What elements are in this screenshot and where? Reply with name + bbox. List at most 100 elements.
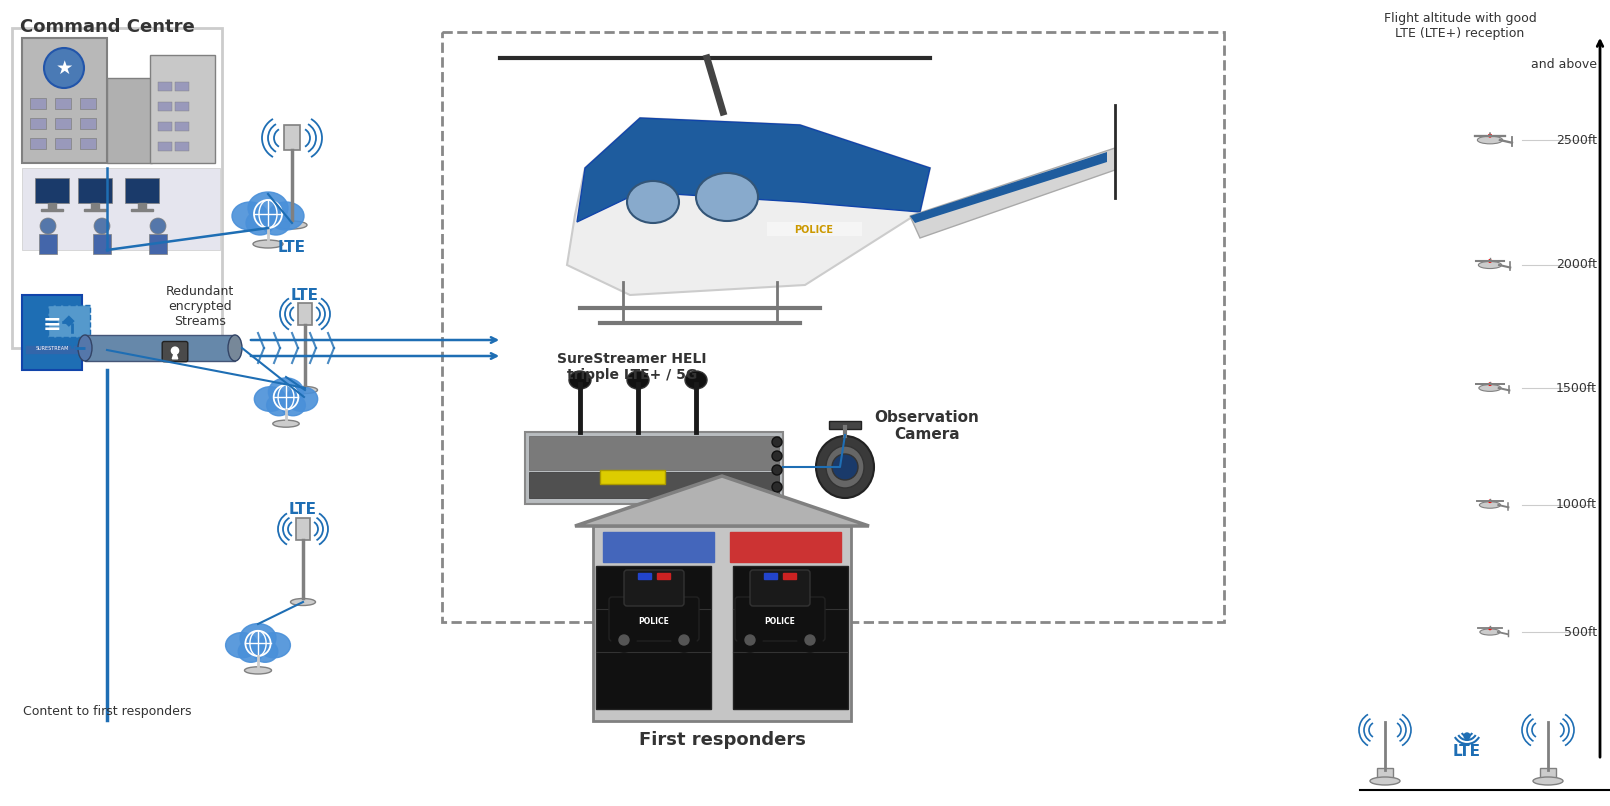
Ellipse shape [293, 387, 317, 393]
Ellipse shape [272, 420, 299, 427]
Text: 2500ft: 2500ft [1555, 134, 1597, 147]
Bar [39, 234, 56, 254]
Bar [80, 118, 97, 129]
Bar [31, 138, 47, 149]
Circle shape [1489, 501, 1491, 502]
Ellipse shape [238, 641, 264, 663]
Bar [283, 125, 299, 150]
Ellipse shape [1370, 777, 1401, 785]
Bar [530, 436, 779, 470]
Text: and above: and above [1531, 59, 1597, 72]
Bar [23, 38, 106, 163]
Bar [35, 178, 69, 203]
FancyBboxPatch shape [625, 570, 684, 606]
Circle shape [93, 218, 109, 234]
Ellipse shape [258, 633, 290, 658]
Text: LTE: LTE [290, 502, 317, 517]
Circle shape [150, 218, 166, 234]
Circle shape [1489, 135, 1491, 137]
Circle shape [618, 635, 630, 645]
Ellipse shape [229, 335, 242, 361]
Bar [48, 305, 90, 337]
Text: SureStreamer HELI
tripple LTE+ / 5G: SureStreamer HELI tripple LTE+ / 5G [557, 352, 707, 382]
Bar [175, 82, 188, 91]
Ellipse shape [245, 667, 272, 674]
Ellipse shape [1480, 502, 1501, 509]
Circle shape [1463, 733, 1470, 739]
Text: Flight altitude with good
LTE (LTE+) reception: Flight altitude with good LTE (LTE+) rec… [1383, 12, 1536, 40]
FancyBboxPatch shape [736, 597, 824, 641]
Bar [150, 55, 216, 163]
Circle shape [1489, 260, 1491, 262]
Bar [175, 102, 188, 111]
Bar [175, 142, 188, 151]
Text: LTE: LTE [1452, 745, 1481, 759]
Circle shape [671, 628, 696, 652]
Bar [158, 82, 172, 91]
Bar [126, 178, 159, 203]
Bar [84, 209, 106, 211]
Ellipse shape [568, 371, 591, 389]
Bar [782, 573, 795, 579]
Bar [1541, 768, 1555, 778]
Polygon shape [172, 351, 177, 359]
Ellipse shape [1480, 629, 1501, 635]
Bar [106, 78, 151, 163]
Ellipse shape [816, 436, 874, 498]
Circle shape [773, 437, 782, 447]
Ellipse shape [267, 202, 304, 230]
Bar [1377, 768, 1393, 778]
FancyBboxPatch shape [163, 342, 188, 362]
Polygon shape [575, 476, 869, 526]
Bar [829, 421, 861, 429]
Bar [443, 32, 1224, 622]
Bar [130, 209, 153, 211]
Text: POLICE: POLICE [765, 617, 795, 625]
Ellipse shape [1478, 136, 1502, 143]
Ellipse shape [232, 202, 267, 230]
Text: 1000ft: 1000ft [1555, 498, 1597, 512]
Circle shape [832, 454, 858, 480]
Circle shape [799, 628, 823, 652]
Bar [530, 472, 779, 498]
Ellipse shape [225, 633, 258, 658]
Ellipse shape [696, 173, 758, 221]
Bar [765, 573, 778, 579]
Text: 1500ft: 1500ft [1555, 381, 1597, 394]
Bar [158, 122, 172, 131]
Bar [766, 222, 861, 236]
Bar [296, 518, 311, 540]
Bar [80, 98, 97, 109]
Ellipse shape [248, 192, 288, 224]
Text: ★: ★ [55, 59, 72, 77]
Bar [525, 432, 782, 504]
Text: LTE: LTE [279, 240, 306, 255]
Bar [26, 345, 80, 354]
Bar [733, 566, 848, 709]
Circle shape [773, 482, 782, 492]
FancyBboxPatch shape [609, 597, 699, 641]
Polygon shape [910, 148, 1116, 238]
Circle shape [612, 628, 636, 652]
Text: 500ft: 500ft [1563, 625, 1597, 638]
Bar [85, 335, 235, 361]
Text: Content to first responders: Content to first responders [23, 705, 192, 718]
Text: Command Centre: Command Centre [19, 18, 195, 36]
Bar [93, 234, 111, 254]
Text: POLICE: POLICE [639, 617, 670, 625]
Polygon shape [576, 118, 931, 222]
Circle shape [1489, 383, 1491, 385]
Bar [55, 98, 71, 109]
Circle shape [1489, 627, 1491, 629]
Bar [11, 28, 222, 348]
Bar [138, 203, 147, 209]
Ellipse shape [287, 387, 317, 411]
Text: SURESTREAM: SURESTREAM [35, 347, 69, 351]
Ellipse shape [1533, 777, 1563, 785]
Bar [175, 122, 188, 131]
Circle shape [745, 635, 755, 645]
Bar [158, 102, 172, 111]
Bar [80, 138, 97, 149]
Circle shape [43, 48, 84, 88]
Ellipse shape [290, 599, 316, 605]
